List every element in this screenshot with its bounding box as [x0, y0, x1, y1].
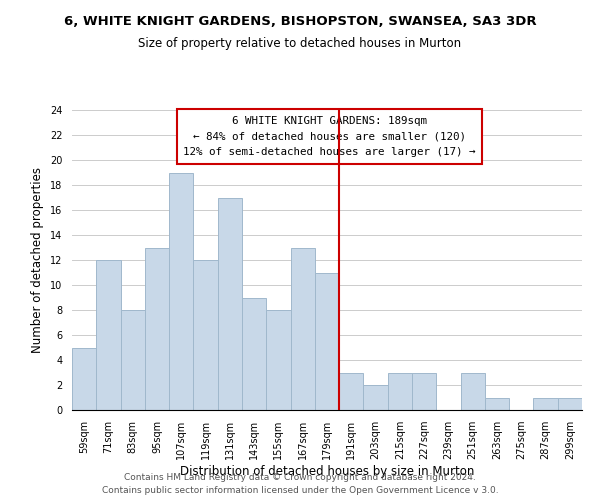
Bar [315, 272, 339, 410]
Text: Contains HM Land Registry data © Crown copyright and database right 2024.: Contains HM Land Registry data © Crown c… [124, 474, 476, 482]
Text: Contains public sector information licensed under the Open Government Licence v : Contains public sector information licen… [101, 486, 499, 495]
Text: 6, WHITE KNIGHT GARDENS, BISHOPSTON, SWANSEA, SA3 3DR: 6, WHITE KNIGHT GARDENS, BISHOPSTON, SWA… [64, 15, 536, 28]
Bar [461, 372, 485, 410]
Bar [145, 248, 169, 410]
Bar [388, 372, 412, 410]
Bar [412, 372, 436, 410]
Bar [121, 310, 145, 410]
Bar [290, 248, 315, 410]
Bar [96, 260, 121, 410]
Bar [266, 310, 290, 410]
Bar [485, 398, 509, 410]
Bar [242, 298, 266, 410]
Bar [558, 398, 582, 410]
Bar [193, 260, 218, 410]
Bar [339, 372, 364, 410]
Bar [169, 172, 193, 410]
Bar [364, 385, 388, 410]
Bar [533, 398, 558, 410]
Bar [72, 348, 96, 410]
Text: 6 WHITE KNIGHT GARDENS: 189sqm
← 84% of detached houses are smaller (120)
12% of: 6 WHITE KNIGHT GARDENS: 189sqm ← 84% of … [184, 116, 476, 157]
Y-axis label: Number of detached properties: Number of detached properties [31, 167, 44, 353]
Text: Size of property relative to detached houses in Murton: Size of property relative to detached ho… [139, 38, 461, 51]
Bar [218, 198, 242, 410]
X-axis label: Distribution of detached houses by size in Murton: Distribution of detached houses by size … [180, 465, 474, 478]
